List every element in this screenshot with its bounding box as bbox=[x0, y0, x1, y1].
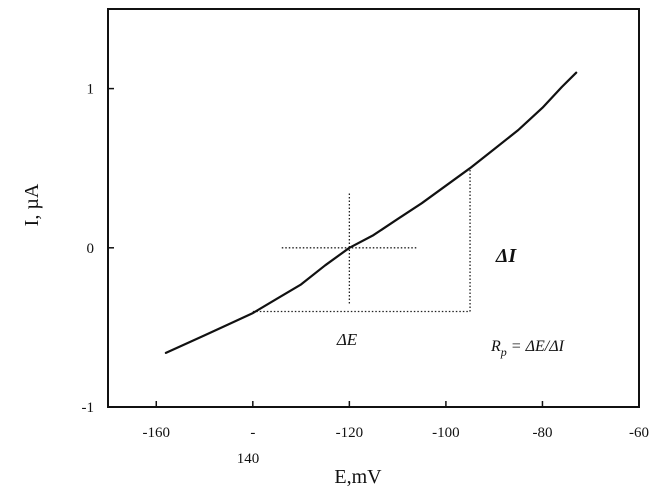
x-tick-label: -160 bbox=[143, 425, 171, 441]
delta-e-label: ΔE bbox=[336, 330, 358, 349]
x-tick-label: -120 bbox=[336, 425, 364, 441]
x-axis-title: E,mV bbox=[334, 466, 382, 488]
y-tick-label: 0 bbox=[87, 241, 95, 257]
y-tick-label: 1 bbox=[87, 82, 95, 98]
x-tick-label: - bbox=[250, 425, 255, 441]
axis-ticks: -160 - -120 -100 -80 -60 -1 0 1 bbox=[82, 82, 650, 441]
series-line bbox=[164, 71, 578, 354]
formula-r: R bbox=[490, 338, 501, 355]
x-tick-label: -100 bbox=[432, 425, 460, 441]
annotation-guides bbox=[252, 168, 471, 313]
x-tick-extra-label: 140 bbox=[237, 451, 260, 467]
y-axis-title: I, µA bbox=[21, 183, 43, 226]
formula-label: Rp = ΔE/ΔI bbox=[490, 338, 565, 359]
delta-i-label: ΔI bbox=[495, 245, 518, 267]
x-tick-label: -60 bbox=[629, 425, 649, 441]
plot-frame bbox=[107, 8, 640, 408]
x-tick-label: -80 bbox=[532, 425, 552, 441]
data-series bbox=[164, 71, 578, 354]
y-tick-label: -1 bbox=[82, 400, 95, 416]
formula-rest: = ΔE/ΔI bbox=[507, 338, 565, 355]
formula-sub: p bbox=[500, 345, 507, 359]
